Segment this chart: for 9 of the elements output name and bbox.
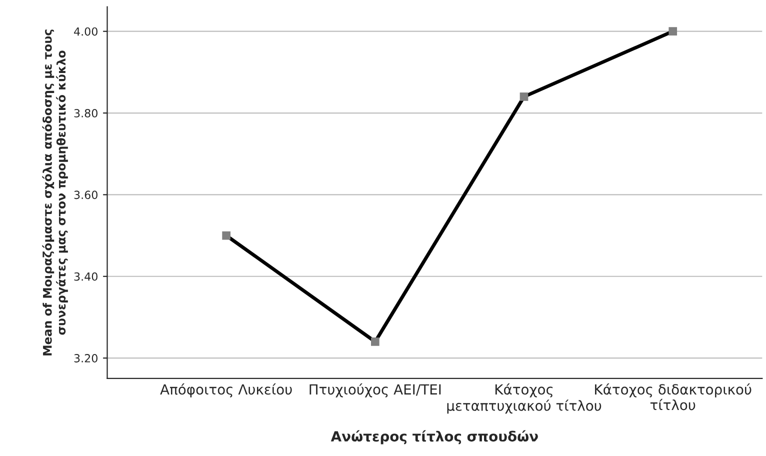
x-axis-title: Ανώτερος τίτλος σπουδών <box>330 430 538 444</box>
x-tick-label: Πτυχιούχος ΑΕΙ/ΤΕΙ <box>310 383 441 398</box>
y-tick-label: 3.60 <box>74 190 98 200</box>
y-tick-label: 3.40 <box>74 272 98 281</box>
y-tick-label: 4.00 <box>74 27 98 36</box>
y-tick-label: 3.20 <box>74 354 98 362</box>
y-axis-title: Mean of Μοιραζόμαστε σχόλια απόδοσης με τους συνεργάτες μας στον προμηθευτικό κύκλο <box>42 30 68 356</box>
x-tick-label: Απόφοιτος Λυκείου <box>160 383 292 398</box>
y-tick-label: 3.80 <box>74 109 98 118</box>
